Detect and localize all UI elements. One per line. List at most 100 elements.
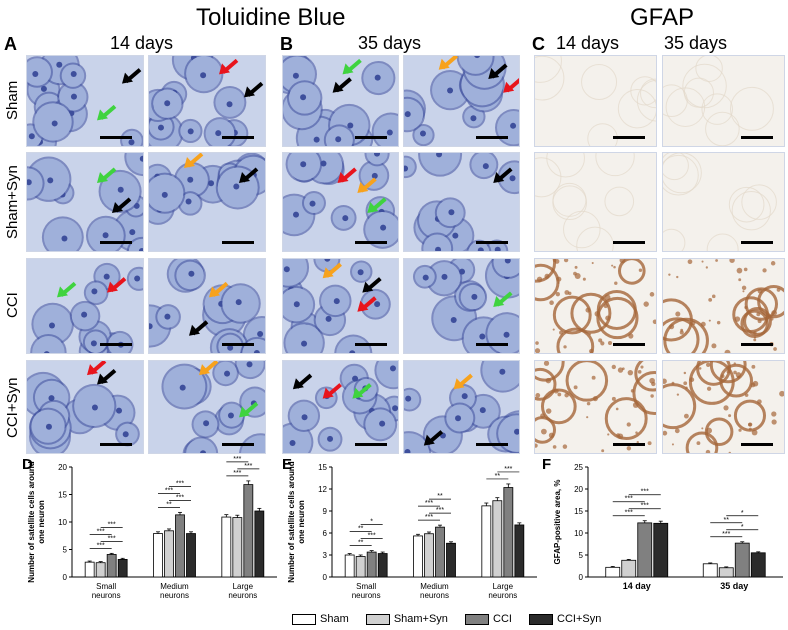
bar [424,533,434,578]
bar [106,554,117,578]
panel-c-subtitle-35: 35 days [664,33,728,53]
micrograph-image [663,259,784,353]
significance-label: *** [165,487,173,494]
bar [84,561,95,578]
panel-c-label: C [532,34,545,54]
significance-label: ** [358,540,364,547]
significance-label: *** [425,500,433,507]
micrograph-image [149,56,265,146]
y-tick-label: 10 [58,518,67,527]
legend-label-sham-syn: Sham+Syn [393,613,448,625]
micrograph-tile [148,152,266,252]
legend-item-cci: CCI [465,613,512,625]
micrograph-image [404,259,519,353]
legend-swatch-cci-syn [529,613,554,625]
y-tick-label: 10 [574,529,583,538]
panel-label-d: D [22,456,33,473]
x-tick-label: Large neurons [488,582,517,600]
micrograph-image [27,259,143,353]
panel-label-e: E [282,456,292,473]
micrograph-tile [282,360,399,454]
legend: Sham Sham+Syn CCI CCI+Syn [292,613,615,625]
micrograph-image [27,361,143,453]
significance-label: *** [722,531,730,538]
panel-label-f: F [542,456,551,473]
micrograph-tile [282,55,399,147]
bar [232,517,243,578]
significance-label: *** [176,494,184,501]
micrograph-tile [26,152,144,252]
x-tick-label: Small neurons [92,582,121,600]
y-tick-label: 25 [574,463,583,472]
legend-item-sham: Sham [292,613,349,625]
bar [175,514,185,578]
micrograph-image [535,153,656,251]
micrograph-tile [662,55,785,147]
micrograph-image [535,259,656,353]
legend-label-cci: CCI [493,613,512,625]
significance-label: * [741,524,744,531]
bar [221,516,232,578]
toluidine-title: Toluidine Blue [196,4,346,31]
micrograph-tile [662,360,785,454]
bar [117,559,128,578]
bar [503,487,514,578]
x-tick-label: Medium neurons [160,582,189,600]
significance-label: *** [108,535,116,542]
bar [605,566,621,578]
bar [637,522,653,578]
significance-label: ** [437,493,443,500]
panel-a-label: A [4,34,17,54]
micrograph-tile [403,152,520,252]
significance-label: ** [724,517,730,524]
micrograph-tile [662,258,785,354]
significance-label: * [741,510,744,517]
bar [95,562,106,578]
significance-label: *** [97,542,105,549]
x-tick-label: Large neurons [228,582,257,600]
y-axis-label: Number of satellite cells aroundone neur… [287,461,306,582]
bar [750,552,766,578]
row-label-cci-syn: CCI+Syn [4,377,21,438]
bar [718,567,734,578]
micrograph-tile [282,152,399,252]
bar [153,533,163,578]
micrograph-tile [403,258,520,354]
x-tick-label: Medium neurons [420,582,449,600]
row-label-sham-syn: Sham+Syn [4,165,21,240]
micrograph-tile [534,152,657,252]
micrograph-image [663,361,784,453]
row-label-sham: Sham [4,80,21,120]
micrograph-tile [534,258,657,354]
bar [446,542,456,578]
bar [355,556,366,578]
micrograph-image [663,153,784,251]
legend-swatch-sham-syn [365,613,390,625]
gfap-title: GFAP [630,4,695,31]
bar [492,500,503,578]
y-axis-label: GFAP-positive area, % [553,480,562,565]
micrograph-image [663,56,784,146]
bar [164,530,174,578]
significance-label: ** [495,473,501,480]
micrograph-image [149,361,265,453]
significance-label: *** [641,503,649,510]
micrograph-tile [282,258,399,354]
legend-label-cci-syn: CCI+Syn [557,613,602,625]
panel-b-subtitle: 35 days [358,33,422,53]
bar [243,484,254,578]
micrograph-image [283,361,398,453]
panel-c-subtitle-14: 14 days [556,33,620,53]
significance-label: *** [625,496,633,503]
bar [254,510,265,578]
significance-label: *** [641,489,649,496]
micrograph-tile [148,360,266,454]
significance-label: ** [358,526,364,533]
significance-label: *** [436,507,444,514]
significance-label: *** [625,510,633,517]
micrograph-tile [26,55,144,147]
micrograph-image [404,361,519,453]
x-tick-label: 35 day [720,581,748,591]
y-tick-label: 15 [574,507,583,516]
